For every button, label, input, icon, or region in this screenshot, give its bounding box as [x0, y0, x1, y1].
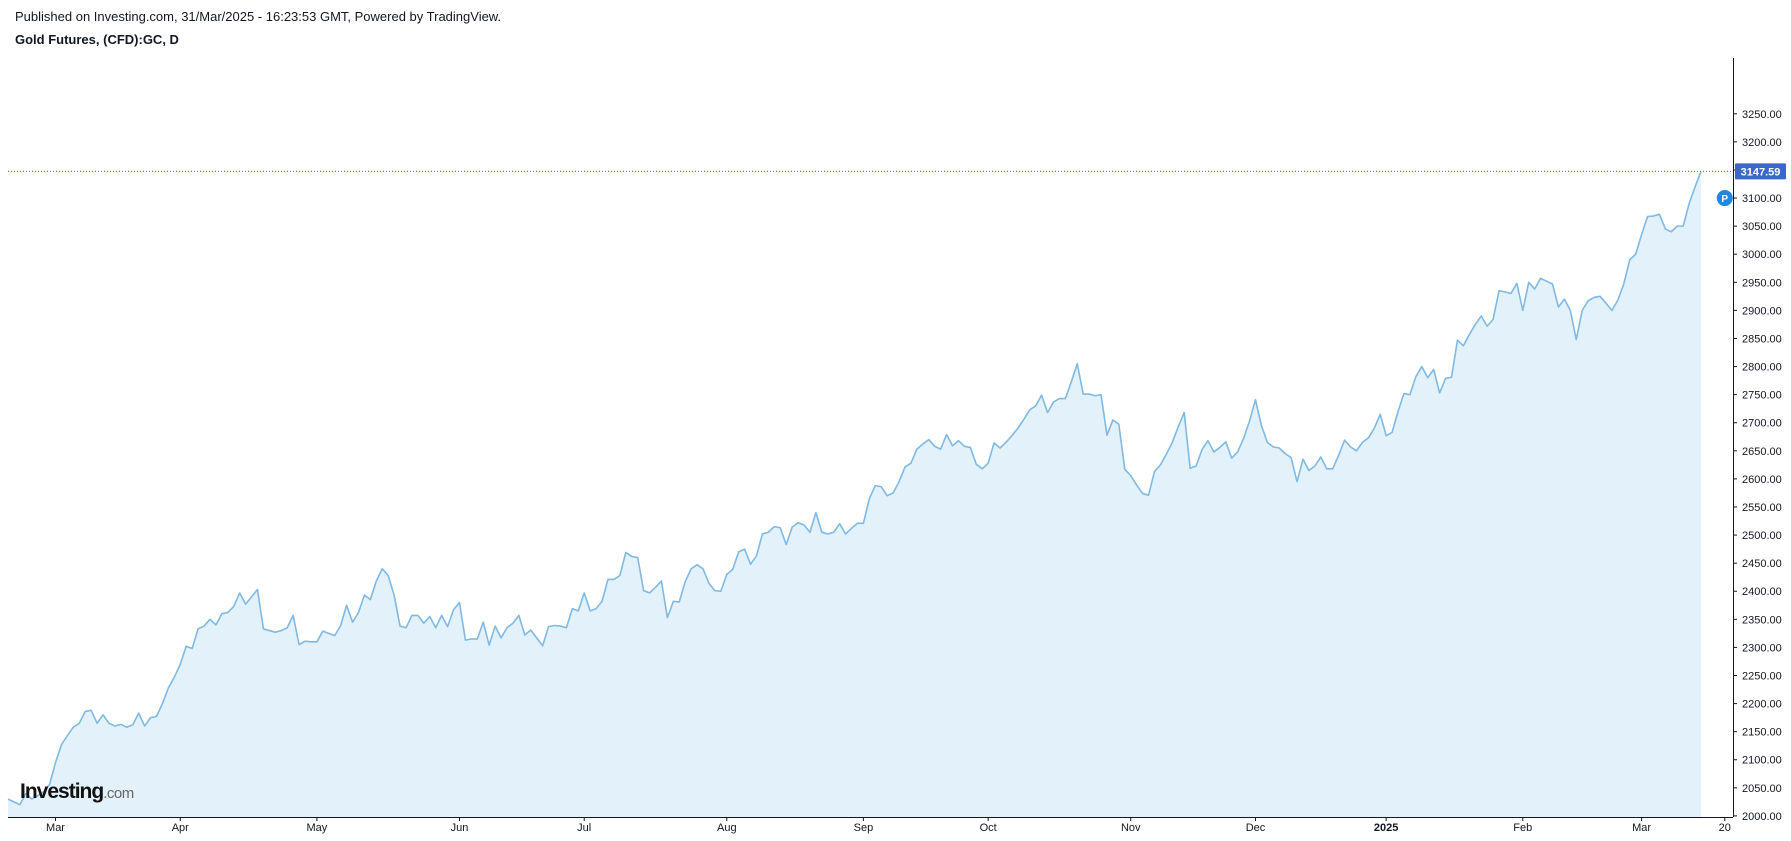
- x-tick-label: Oct: [980, 822, 997, 834]
- y-tick-label: 2750.00: [1742, 390, 1782, 402]
- y-tick-label: 2900.00: [1742, 305, 1782, 317]
- y-tick-label: 2100.00: [1742, 755, 1782, 767]
- y-tick-label: 2350.00: [1742, 614, 1782, 626]
- y-tick-label: 2200.00: [1742, 699, 1782, 711]
- x-tick-label: Nov: [1121, 822, 1141, 834]
- price-line[interactable]: [7, 171, 1702, 806]
- y-tick-label: 2300.00: [1742, 642, 1782, 654]
- event-marker-label: P: [1721, 194, 1728, 205]
- y-tick-label: 2450.00: [1742, 558, 1782, 570]
- y-tick-label: 2850.00: [1742, 333, 1782, 345]
- y-tick-label: 2600.00: [1742, 474, 1782, 486]
- y-tick-label: 2700.00: [1742, 418, 1782, 430]
- y-tick-label: 2050.00: [1742, 783, 1782, 795]
- x-tick-label: Jun: [451, 822, 469, 834]
- y-tick-label: 2950.00: [1742, 277, 1782, 289]
- x-tick-label: Sep: [854, 822, 874, 834]
- x-tick-label: Jul: [577, 822, 591, 834]
- y-tick-label: 3200.00: [1742, 137, 1782, 149]
- price-area-fill: [8, 171, 1701, 817]
- x-tick-label: Dec: [1246, 822, 1266, 834]
- chart-title: Gold Futures, (CFD):GC, D: [15, 32, 179, 47]
- investing-logo: Investing.com: [20, 780, 134, 804]
- y-tick-label: 2800.00: [1742, 362, 1782, 374]
- x-tick-label: Mar: [46, 822, 65, 834]
- last-price-label: 3147.59: [1741, 166, 1781, 178]
- x-tick-label: Aug: [717, 822, 737, 834]
- last-price-tag: [1735, 163, 1786, 180]
- y-tick-label: 3250.00: [1742, 109, 1782, 121]
- logo-sub-text: .com: [103, 785, 134, 802]
- y-tick-label: 2000.00: [1742, 811, 1782, 823]
- x-tick-label: May: [307, 822, 328, 834]
- y-tick-label: 2150.00: [1742, 727, 1782, 739]
- y-tick-label: 2400.00: [1742, 586, 1782, 598]
- y-tick-label: 3000.00: [1742, 249, 1782, 261]
- y-tick-label: 2250.00: [1742, 670, 1782, 682]
- y-tick-label: 3100.00: [1742, 193, 1782, 205]
- x-tick-label: Feb: [1513, 822, 1532, 834]
- y-tick-label: 3050.00: [1742, 221, 1782, 233]
- publish-info: Published on Investing.com, 31/Mar/2025 …: [15, 9, 502, 24]
- y-tick-label: 2500.00: [1742, 530, 1782, 542]
- x-tick-label: 2025: [1374, 822, 1398, 834]
- x-tick-label: Mar: [1632, 822, 1651, 834]
- y-tick-label: 2550.00: [1742, 502, 1782, 514]
- x-tick-label: Apr: [172, 822, 189, 834]
- event-marker-icon[interactable]: [1716, 190, 1733, 207]
- y-tick-label: 2650.00: [1742, 446, 1782, 458]
- logo-main-text: Investing: [20, 780, 104, 803]
- x-tick-label: 20: [1719, 822, 1731, 834]
